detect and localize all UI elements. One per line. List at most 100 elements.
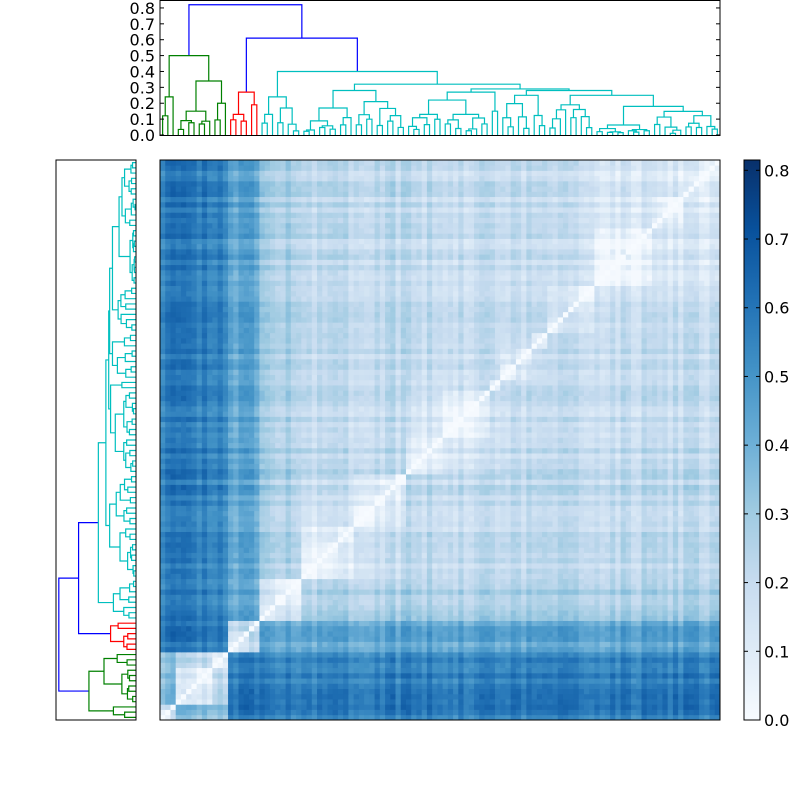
heatmap-cell xyxy=(578,505,585,512)
heatmap-cell xyxy=(646,678,653,684)
heatmap-cell xyxy=(631,704,637,710)
heatmap-cell xyxy=(484,625,491,632)
heatmap-cell xyxy=(651,631,658,637)
heatmap-cell xyxy=(311,683,318,689)
heatmap-cell xyxy=(458,568,464,574)
heatmap-cell xyxy=(531,646,538,653)
heatmap-cell xyxy=(678,505,684,512)
heatmap-cell xyxy=(432,500,438,506)
heatmap-cell xyxy=(552,709,559,716)
heatmap-cell xyxy=(589,604,595,611)
heatmap-cell xyxy=(233,479,239,485)
heatmap-cell xyxy=(228,709,234,716)
heatmap-cell xyxy=(348,500,355,506)
heatmap-cell xyxy=(604,479,611,485)
heatmap-cell xyxy=(275,531,281,538)
heatmap-cell xyxy=(615,620,621,627)
heatmap-cell xyxy=(552,562,559,569)
heatmap-cell xyxy=(243,568,250,574)
heatmap-cell xyxy=(699,542,705,548)
heatmap-cell xyxy=(175,494,182,501)
heatmap-cell xyxy=(599,636,606,642)
heatmap-cell xyxy=(704,604,710,611)
heatmap-cell xyxy=(411,500,417,506)
heatmap-cell xyxy=(594,620,601,627)
heatmap-cell xyxy=(337,557,344,564)
heatmap-cell xyxy=(175,667,182,674)
heatmap-cell xyxy=(222,531,229,538)
heatmap-cell xyxy=(458,500,464,506)
heatmap-cell xyxy=(238,510,245,517)
heatmap-cell xyxy=(583,641,590,648)
heatmap-cell xyxy=(233,484,239,491)
heatmap-cell xyxy=(196,505,203,512)
heatmap-cell xyxy=(191,610,198,616)
heatmap-cell xyxy=(442,536,449,543)
heatmap-cell xyxy=(290,651,297,658)
heatmap-cell xyxy=(306,709,313,716)
heatmap-cell xyxy=(547,489,553,496)
heatmap-cell xyxy=(358,515,365,522)
heatmap-cell xyxy=(646,526,653,532)
heatmap-cell xyxy=(458,641,464,648)
heatmap-cell xyxy=(631,688,637,695)
heatmap-cell xyxy=(542,557,548,564)
heatmap-cell xyxy=(337,610,344,616)
heatmap-cell xyxy=(165,531,171,538)
heatmap-cell xyxy=(217,714,224,721)
heatmap-cell xyxy=(604,547,611,553)
heatmap-cell xyxy=(432,515,438,522)
heatmap-cell xyxy=(667,494,674,501)
heatmap-cell xyxy=(337,573,344,580)
heatmap-cell xyxy=(306,479,313,485)
heatmap-cell xyxy=(521,678,527,684)
heatmap-cell xyxy=(573,515,580,522)
heatmap-cell xyxy=(599,672,606,679)
heatmap-cell xyxy=(175,526,182,532)
heatmap-cell xyxy=(604,699,611,705)
heatmap-cell xyxy=(437,489,444,496)
heatmap-cell xyxy=(233,620,239,627)
heatmap-cell xyxy=(411,589,417,595)
heatmap-cell xyxy=(400,714,407,721)
heatmap-cell xyxy=(317,599,323,606)
heatmap-cell xyxy=(337,636,344,642)
heatmap-cell xyxy=(432,688,438,695)
heatmap-cell xyxy=(301,704,307,710)
heatmap-cell xyxy=(521,594,527,601)
heatmap-cell xyxy=(259,714,266,721)
heatmap-cell xyxy=(348,479,355,485)
heatmap-cell xyxy=(562,589,569,595)
heatmap-cell xyxy=(672,641,679,648)
heatmap-cell xyxy=(662,578,669,585)
heatmap-cell xyxy=(280,578,286,585)
heatmap-cell xyxy=(510,704,517,710)
heatmap-cell xyxy=(369,610,375,616)
heatmap-cell xyxy=(254,474,260,480)
heatmap-cell xyxy=(620,678,627,684)
heatmap-cell xyxy=(238,557,245,564)
heatmap-cell xyxy=(474,536,480,543)
heatmap-cell xyxy=(212,589,218,595)
heatmap-cell xyxy=(437,494,444,501)
heatmap-cell xyxy=(526,568,532,574)
heatmap-cell xyxy=(196,646,203,653)
heatmap-cell xyxy=(160,657,166,663)
heatmap-cell xyxy=(395,688,402,695)
heatmap-cell xyxy=(521,500,527,506)
heatmap-cell xyxy=(599,667,606,674)
heatmap-cell xyxy=(165,599,171,606)
heatmap-cell xyxy=(285,536,292,543)
heatmap-cell xyxy=(688,562,695,569)
heatmap-cell xyxy=(599,683,606,689)
heatmap-cell xyxy=(238,594,245,601)
heatmap-cell xyxy=(453,500,459,506)
heatmap-cell xyxy=(636,646,642,653)
heatmap-cell xyxy=(385,510,391,517)
heatmap-cell xyxy=(463,568,470,574)
heatmap-cell xyxy=(296,683,302,689)
heatmap-cell xyxy=(217,657,224,663)
heatmap-cell xyxy=(243,704,250,710)
heatmap-cell xyxy=(385,505,391,512)
heatmap-cell xyxy=(395,636,402,642)
